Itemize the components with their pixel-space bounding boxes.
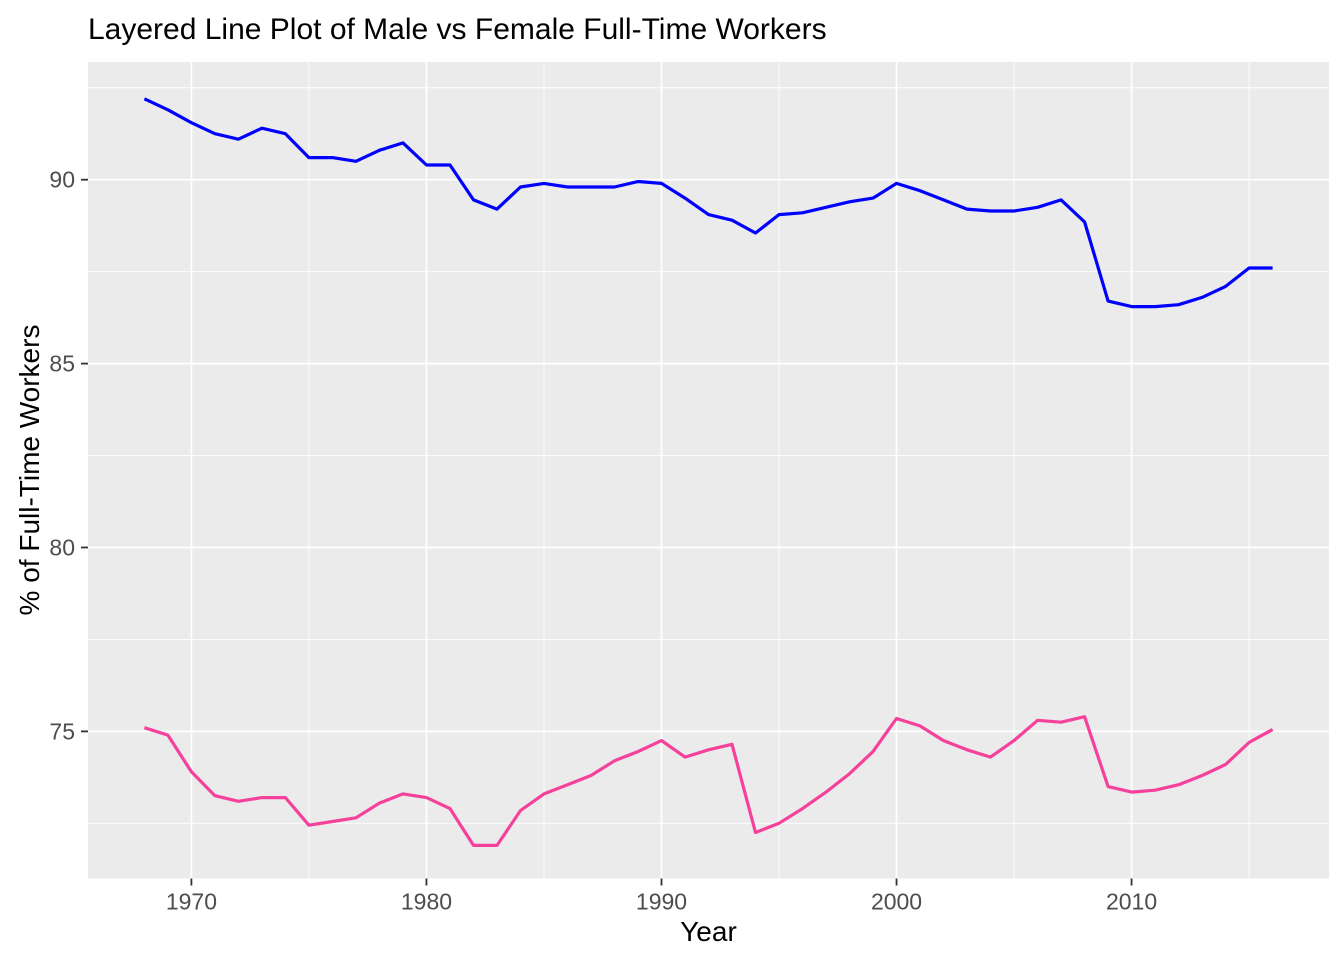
y-tick-label: 75 — [49, 718, 75, 744]
series-line-male — [143, 97, 1273, 309]
x-axis-title: Year — [680, 916, 737, 947]
y-tick-label: 80 — [49, 534, 75, 560]
x-tick-label: 2000 — [871, 889, 922, 915]
chart-title: Layered Line Plot of Male vs Female Full… — [88, 13, 827, 46]
y-tick-label: 85 — [49, 351, 75, 377]
series-line-female — [143, 715, 1274, 848]
x-tick-label: 1990 — [636, 889, 687, 915]
y-axis-title: % of Full-Time Workers — [14, 324, 45, 616]
plot-panel — [88, 62, 1329, 879]
x-tick-label: 1970 — [166, 889, 217, 915]
x-tick-label: 2010 — [1106, 889, 1157, 915]
y-tick-label: 90 — [49, 167, 75, 193]
x-tick-label: 1980 — [401, 889, 452, 915]
